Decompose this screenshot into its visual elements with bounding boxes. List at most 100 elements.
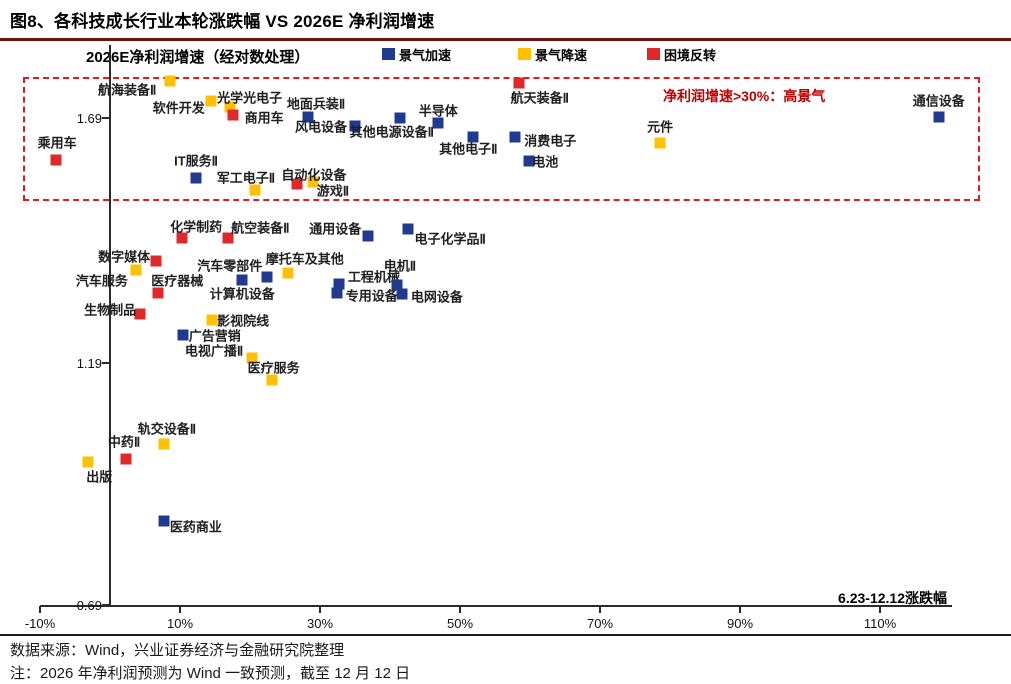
data-point-label: 汽车服务 (75, 273, 128, 289)
high-boom-annotation: 净利润增速>30%：高景气 (663, 88, 826, 104)
data-point (291, 178, 303, 190)
data-point-label: 其他电子Ⅱ (439, 141, 498, 157)
data-point (266, 374, 278, 386)
legend-item: 景气降速 (518, 46, 588, 63)
legend-swatch-icon (518, 48, 531, 60)
data-point-label: 汽车零部件 (197, 258, 263, 274)
x-axis-line (40, 605, 952, 607)
data-point-label: 地面兵装Ⅱ (286, 96, 346, 112)
x-tick-mark (39, 606, 41, 613)
data-point-label: 专用设备 (345, 288, 398, 304)
data-point-label: 电机Ⅱ (383, 258, 417, 274)
data-point (391, 279, 403, 291)
data-point-label: 其他电源设备Ⅱ (349, 124, 434, 140)
data-point-label: 数字媒体 (98, 249, 151, 265)
x-tick-mark (179, 606, 181, 613)
data-point-label: 医药商业 (169, 519, 222, 535)
data-point-label: 商用车 (244, 110, 284, 126)
data-point-label: 软件开发 (152, 100, 205, 116)
data-point-label: IT服务Ⅱ (174, 153, 219, 169)
data-point (224, 101, 236, 113)
data-point (349, 120, 361, 132)
data-point (158, 515, 170, 527)
legend-swatch-icon (382, 48, 395, 60)
data-point-label: 通信设备 (912, 93, 965, 109)
x-tick-label: 10% (166, 616, 194, 631)
y-tick-mark (102, 604, 109, 606)
y-tick-label: 1.19 (76, 356, 102, 371)
data-point-label: 元件 (647, 119, 674, 135)
data-point (432, 117, 444, 129)
data-point (654, 137, 666, 149)
legend-item: 景气加速 (382, 46, 451, 63)
legend-label: 困境反转 (664, 47, 717, 63)
data-point (333, 278, 345, 290)
x-tick-label: 30% (306, 616, 334, 631)
data-point-label: 风电设备 (294, 119, 348, 135)
high-boom-dashed-box (23, 77, 980, 201)
data-point-label: 医疗器械 (151, 273, 204, 289)
data-point (50, 154, 62, 166)
data-point (513, 77, 525, 89)
data-point-label: 自动化设备 (281, 167, 347, 183)
legend-label: 景气降速 (535, 47, 588, 63)
data-point (394, 112, 406, 124)
y-axis-title: 2026E净利润增速（经对数处理） (86, 49, 310, 66)
data-point (158, 438, 170, 450)
data-point-label: 电视广播Ⅱ (184, 343, 244, 359)
data-point (249, 184, 261, 196)
y-tick-label: 1.69 (76, 111, 102, 126)
data-point (177, 329, 189, 341)
y-tick-mark (102, 117, 109, 119)
data-point-label: 航天装备Ⅱ (510, 90, 569, 106)
data-point (205, 95, 217, 107)
legend-swatch-icon (647, 48, 660, 60)
data-point (362, 230, 374, 242)
y-tick-mark (102, 362, 109, 364)
data-point-label: 中药Ⅱ (107, 434, 141, 450)
x-tick-label: 110% (863, 616, 897, 631)
legend-item: 困境反转 (647, 46, 717, 63)
data-point-label: 航空装备Ⅱ (231, 220, 290, 236)
data-point-label: 轨交设备Ⅱ (137, 421, 197, 437)
data-point (227, 109, 239, 121)
data-point (523, 155, 535, 167)
x-tick-mark (739, 606, 741, 613)
data-point-label: 摩托车及其他 (265, 251, 344, 267)
footnote-line: 注：2026 年净利润预测为 Wind 一致预测，截至 12 月 12 日 (10, 665, 411, 682)
data-point (933, 111, 945, 123)
data-point (236, 274, 248, 286)
y-axis-line (109, 45, 111, 606)
data-point (222, 232, 234, 244)
data-point (331, 287, 343, 299)
data-point (82, 456, 94, 468)
data-point-label: 化学制药 (170, 219, 223, 235)
data-point (307, 176, 319, 188)
data-point (509, 131, 521, 143)
footer-divider (0, 634, 1011, 636)
data-point (261, 271, 273, 283)
data-point (246, 352, 258, 364)
x-tick-mark (879, 606, 881, 613)
x-tick-label: 90% (726, 616, 754, 631)
data-point (134, 308, 146, 320)
title-underline (0, 38, 1011, 41)
data-point-label: 广告营销 (188, 328, 241, 344)
data-point (302, 111, 314, 123)
figure-title: 图8、各科技成长行业本轮涨跌幅 VS 2026E 净利润增速 (10, 12, 435, 31)
data-point-label: 通用设备 (309, 221, 362, 237)
y-tick-label: 0.69 (76, 598, 102, 613)
x-tick-mark (319, 606, 321, 613)
data-point (130, 264, 142, 276)
data-point (206, 314, 218, 326)
data-point-label: 航海装备Ⅱ (97, 82, 157, 98)
data-point-label: 生物制品 (84, 302, 137, 318)
data-point (282, 267, 294, 279)
data-point (467, 131, 479, 143)
data-point-label: 工程机械 (347, 269, 400, 285)
data-point-label: 计算机设备 (209, 286, 275, 302)
data-point (150, 255, 162, 267)
data-point-label: 乘用车 (37, 135, 77, 151)
x-axis-note: 6.23-12.12涨跌幅 (838, 590, 947, 606)
